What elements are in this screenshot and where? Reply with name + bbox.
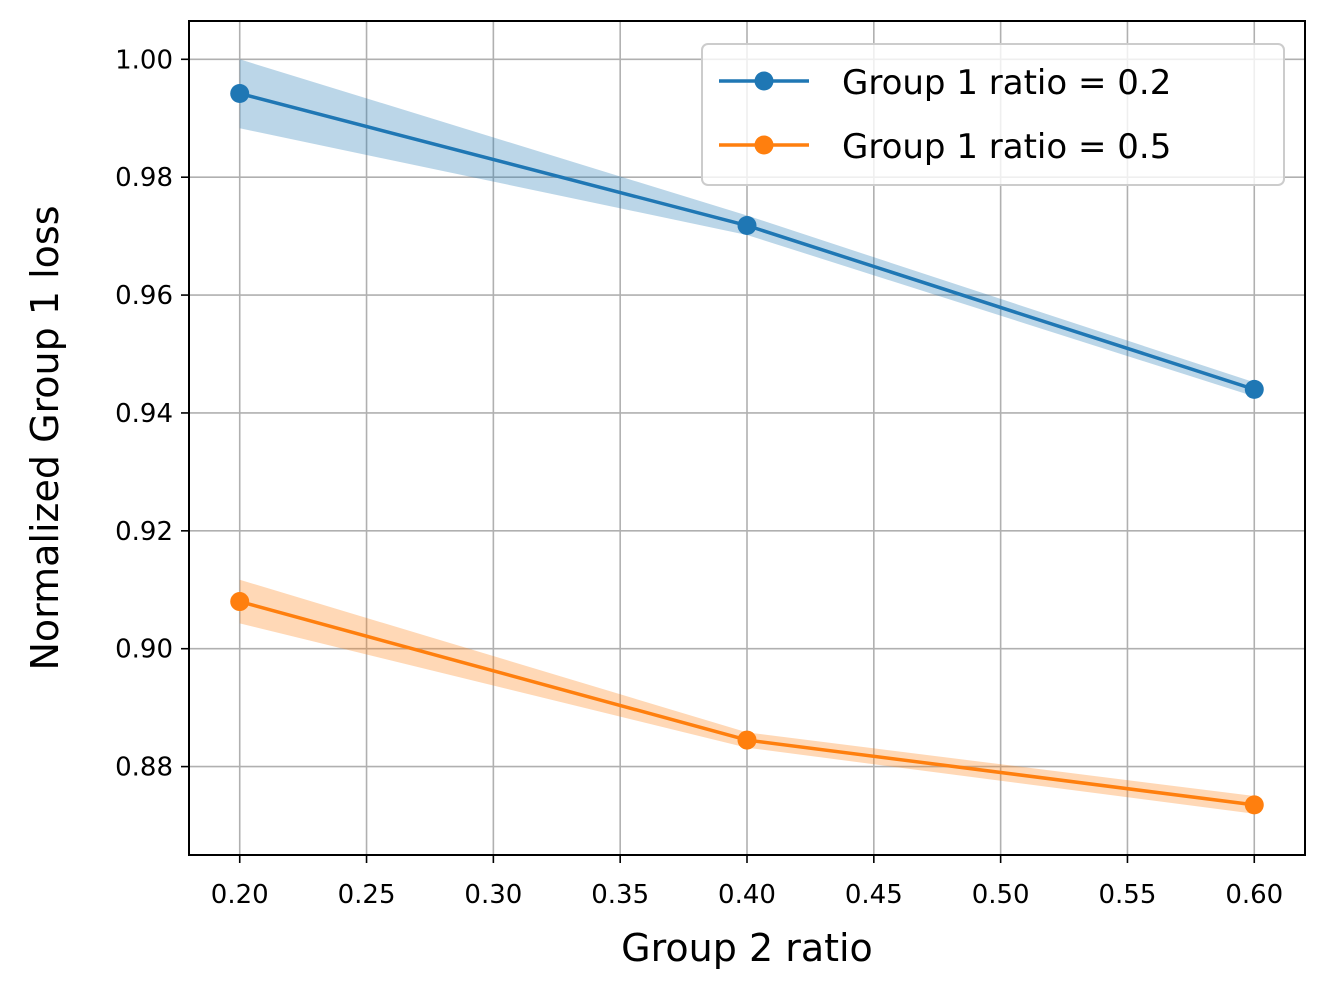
data-point bbox=[230, 592, 250, 612]
axis-ticks bbox=[181, 58, 1256, 863]
y-tick-label: 0.90 bbox=[115, 635, 173, 665]
y-tick-labels: 0.88 0.90 0.92 0.94 0.96 0.98 1.00 bbox=[115, 45, 173, 782]
y-axis-label: Normalized Group 1 loss bbox=[23, 206, 67, 671]
y-tick-label: 0.96 bbox=[115, 281, 173, 311]
legend-marker-swatch bbox=[754, 135, 774, 155]
x-tick-label: 0.20 bbox=[211, 880, 269, 910]
x-tick-label: 0.35 bbox=[591, 880, 649, 910]
x-tick-label: 0.45 bbox=[845, 880, 903, 910]
data-point bbox=[1244, 795, 1264, 815]
y-tick-label: 0.94 bbox=[115, 399, 173, 429]
x-tick-label: 0.30 bbox=[464, 880, 522, 910]
y-tick-label: 0.98 bbox=[115, 163, 173, 193]
data-point bbox=[737, 216, 757, 236]
x-tick-label: 0.55 bbox=[1099, 880, 1157, 910]
legend-box bbox=[701, 43, 1285, 186]
data-point bbox=[1244, 379, 1264, 399]
x-tick-labels: 0.20 0.25 0.30 0.35 0.40 0.45 0.50 0.55 0.60 bbox=[211, 880, 1283, 910]
legend-entry: Group 1 ratio = 0.2 bbox=[719, 63, 1171, 103]
legend: Group 1 ratio = 0.2 Group 1 ratio = 0.5 bbox=[701, 43, 1285, 186]
legend-entry: Group 1 ratio = 0.5 bbox=[719, 127, 1171, 167]
y-tick-label: 1.00 bbox=[115, 45, 173, 75]
x-axis-label: Group 2 ratio bbox=[621, 926, 873, 970]
x-tick-label: 0.50 bbox=[972, 880, 1030, 910]
x-tick-label: 0.60 bbox=[1225, 880, 1283, 910]
legend-label: Group 1 ratio = 0.2 bbox=[842, 63, 1171, 103]
data-point bbox=[230, 83, 250, 103]
legend-marker-swatch bbox=[754, 71, 774, 91]
legend-label: Group 1 ratio = 0.5 bbox=[842, 127, 1171, 167]
y-tick-label: 0.88 bbox=[115, 753, 173, 783]
data-point bbox=[737, 730, 757, 750]
y-tick-label: 0.92 bbox=[115, 517, 173, 547]
x-tick-label: 0.25 bbox=[338, 880, 396, 910]
series-markers bbox=[230, 83, 1264, 815]
x-tick-label: 0.40 bbox=[718, 880, 776, 910]
